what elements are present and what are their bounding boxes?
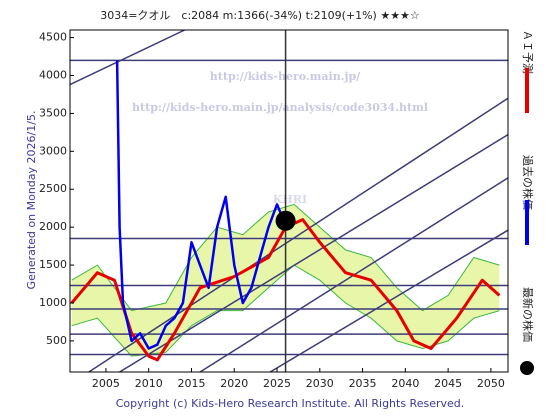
x-tick-label: 2040 bbox=[391, 377, 419, 390]
y-tick-label: 2500 bbox=[39, 182, 67, 195]
y-tick-label: 3000 bbox=[39, 144, 67, 157]
trend-line bbox=[88, 97, 508, 372]
footer: Copyright (c) Kids-Hero Research Institu… bbox=[116, 397, 465, 410]
watermark: KHRI bbox=[273, 193, 307, 206]
forecast-band bbox=[71, 204, 500, 357]
latest-price-dot bbox=[275, 210, 296, 231]
x-tick-label: 2030 bbox=[306, 377, 334, 390]
x-tick-label: 2045 bbox=[434, 377, 462, 390]
plot-border bbox=[69, 29, 509, 373]
x-tick-label: 2015 bbox=[177, 377, 205, 390]
y-tick-label: 1000 bbox=[39, 296, 67, 309]
y-tick-label: 3500 bbox=[39, 106, 67, 119]
legend-label: 最新の株価 bbox=[521, 287, 535, 342]
y-tick-label: 500 bbox=[46, 334, 67, 347]
y-tick-label: 4500 bbox=[39, 31, 67, 44]
x-tick-label: 2020 bbox=[220, 377, 248, 390]
trend-line bbox=[119, 134, 508, 372]
y-tick-label: 1500 bbox=[39, 258, 67, 271]
x-tick-label: 2050 bbox=[477, 377, 505, 390]
x-tick-label: 2035 bbox=[349, 377, 377, 390]
legend-label: 過去の株価 bbox=[521, 155, 535, 210]
legend-label: ＡＩ予測 bbox=[521, 30, 535, 74]
chart-title: 3034=クオル c:2084 m:1366(-34%) t:2109(+1%)… bbox=[100, 9, 420, 22]
x-tick-label: 2005 bbox=[92, 377, 120, 390]
generated-note: Generated on Monday 2026/1/5. bbox=[25, 111, 38, 290]
x-tick-label: 2010 bbox=[135, 377, 163, 390]
y-tick-label: 2000 bbox=[39, 220, 67, 233]
trend-line bbox=[70, 30, 185, 86]
x-tick-label: 2025 bbox=[263, 377, 291, 390]
y-tick-label: 4000 bbox=[39, 68, 67, 81]
watermark: http://kids-hero.main.jp/analysis/code30… bbox=[132, 101, 428, 114]
band-upper bbox=[71, 203, 500, 312]
series-line bbox=[115, 60, 286, 350]
legend-swatch bbox=[520, 361, 534, 375]
